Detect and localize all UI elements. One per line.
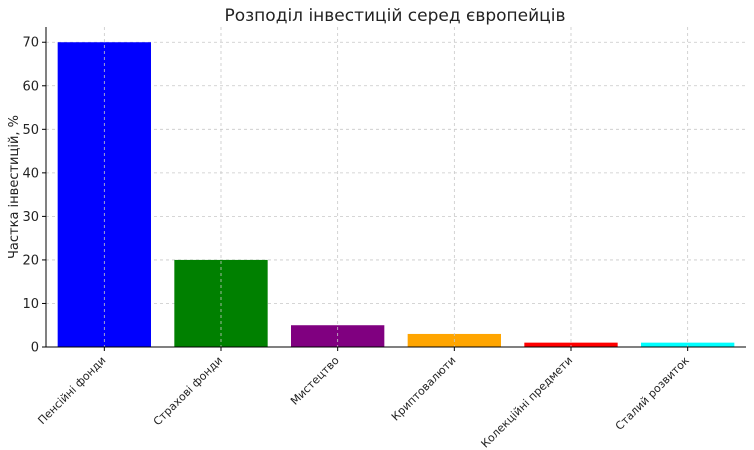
- y-axis-label: Частка інвестицій, %: [7, 115, 22, 259]
- x-tick-label: Колекційні предмети: [479, 354, 576, 450]
- y-tick-label: 10: [22, 297, 39, 312]
- chart-title: Розподіл інвестицій серед європейців: [224, 6, 565, 26]
- y-tick-label: 50: [22, 123, 39, 138]
- y-tick-label: 0: [31, 341, 39, 356]
- bars: [57, 27, 735, 347]
- bar: [641, 342, 735, 347]
- gridlines: [46, 41, 746, 348]
- bar: [524, 342, 618, 347]
- x-tick-label: Мистецтво: [288, 354, 342, 408]
- y-tick-label: 30: [22, 210, 39, 225]
- x-tick-label: Сталий розвиток: [613, 354, 692, 433]
- x-tick-labels: Пенсійні фонди Страхові фонди Мистецтво Кри…: [35, 354, 692, 450]
- bar: [291, 325, 385, 347]
- axes: [42, 27, 746, 351]
- x-tick-label: Страхові фонди: [151, 354, 225, 428]
- y-tick-labels: 0 10 20 30 40 50 60 70: [22, 36, 39, 356]
- x-tick-label: Пенсійні фонди: [35, 354, 108, 427]
- y-tick-label: 20: [22, 253, 39, 268]
- y-tick-label: 70: [22, 36, 39, 51]
- x-tick-label: Криптовалюти: [389, 354, 459, 424]
- y-tick-label: 40: [22, 166, 39, 181]
- y-tick-label: 60: [22, 79, 39, 94]
